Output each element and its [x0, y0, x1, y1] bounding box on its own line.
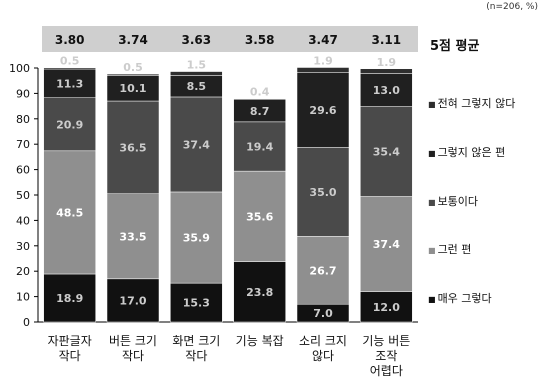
sample-size-note: (n=206, %): [486, 2, 538, 12]
data-label: 35.4: [373, 146, 400, 159]
bar-segment: [106, 75, 160, 102]
bar-segment: [170, 282, 223, 323]
data-label: 35.0: [309, 186, 336, 199]
data-label: 37.4: [183, 138, 210, 151]
bar-segment: [106, 100, 160, 194]
data-label: 36.5: [119, 141, 146, 154]
bar-segment: [170, 96, 223, 193]
data-label: 12.0: [373, 301, 400, 314]
data-label: 29.6: [309, 104, 336, 117]
legend-marker: ■: [428, 246, 436, 255]
data-label: 35.6: [246, 210, 273, 223]
legend-marker: ■: [428, 149, 436, 158]
data-label: 33.5: [119, 230, 146, 243]
legend-item: ■ 보통이다: [428, 193, 478, 209]
bar-segment: [43, 67, 96, 70]
data-label: 26.7: [309, 264, 336, 277]
data-label: 15.3: [183, 297, 210, 310]
y-tick-label: 60: [16, 164, 30, 177]
bar-segment: [233, 170, 286, 262]
legend-label: 그렇지 않은 편: [437, 146, 506, 159]
bar-segment: [106, 73, 160, 76]
data-label: 1.9: [313, 54, 333, 67]
bar-segment: [233, 121, 286, 172]
legend-item: ■ 전혀 그렇지 않다: [428, 95, 515, 111]
data-label: 1.9: [377, 56, 397, 69]
y-tick-label: 40: [16, 214, 30, 227]
bar-segment: [296, 67, 350, 73]
y-tick-label: 100: [9, 62, 30, 75]
bar-segment: [360, 106, 413, 197]
data-label: 37.4: [373, 238, 400, 251]
data-label: 8.7: [250, 105, 270, 118]
data-label: 0.5: [123, 61, 143, 74]
data-label: 20.9: [56, 118, 83, 131]
average-value: 3.63: [182, 33, 212, 47]
legend-label: 그런 편: [437, 243, 472, 256]
y-tick-label: 50: [16, 189, 30, 202]
category-label: 자판글자 작다: [48, 334, 92, 363]
data-label: 19.4: [246, 140, 273, 153]
legend-item: ■ 그런 편: [428, 241, 471, 257]
category-label: 기능 복잡: [236, 334, 284, 348]
category-label: 버튼 크기 작다: [109, 334, 157, 363]
category-label: 화면 크기 작다: [172, 334, 220, 363]
averages-label: 5점 평균: [430, 39, 480, 54]
average-value: 3.11: [372, 33, 402, 47]
bar-segment: [43, 150, 96, 275]
category-label: 기능 버튼 조작 어렵다: [362, 334, 410, 378]
y-tick-label: 80: [16, 113, 30, 126]
data-label: 48.5: [56, 206, 83, 219]
y-tick-label: 0: [23, 316, 30, 329]
data-label: 35.9: [183, 232, 210, 245]
legend-label: 매우 그렇다: [437, 292, 492, 305]
legend-item: ■ 매우 그렇다: [428, 290, 492, 306]
category-label: 소리 크지 않다: [299, 334, 347, 363]
legend-marker: ■: [428, 100, 436, 109]
averages-band: [42, 26, 418, 52]
bar-segment: [360, 291, 413, 323]
y-tick-label: 10: [16, 291, 30, 304]
bar-segment: [43, 68, 96, 98]
bar-segment: [170, 71, 223, 76]
bar-segment: [43, 97, 96, 152]
bar-segment: [360, 196, 413, 292]
y-tick-label: 90: [16, 87, 30, 100]
data-label: 13.0: [373, 84, 400, 97]
legend-marker: ■: [428, 198, 436, 207]
average-value: 3.47: [308, 33, 338, 47]
data-label: 1.5: [187, 59, 207, 72]
bar-segment: [296, 236, 350, 305]
y-tick-label: 70: [16, 138, 30, 151]
data-label: 18.9: [56, 292, 83, 305]
bar-segment: [360, 73, 413, 107]
average-value: 3.58: [245, 33, 275, 47]
data-label: 0.4: [250, 86, 270, 99]
legend-label: 전혀 그렇지 않다: [437, 97, 516, 110]
bar-segment: [296, 72, 350, 148]
bar-segment: [233, 98, 286, 101]
data-label: 23.8: [246, 286, 273, 299]
data-label: 8.5: [187, 80, 207, 93]
bar-segment: [233, 261, 286, 323]
bar-segment: [106, 278, 160, 323]
legend-label: 보통이다: [437, 195, 479, 208]
data-label: 11.3: [56, 77, 83, 90]
legend-item: ■ 그렇지 않은 편: [428, 144, 505, 160]
bar-segment: [360, 68, 413, 74]
data-label: 10.1: [119, 82, 146, 95]
data-label: 17.0: [119, 294, 146, 307]
average-value: 3.80: [55, 33, 85, 47]
bar-segment: [170, 191, 223, 284]
y-tick-label: 30: [16, 240, 30, 253]
data-label: 0.5: [60, 55, 80, 68]
average-value: 3.74: [118, 33, 148, 47]
legend-marker: ■: [428, 295, 436, 304]
y-tick-label: 20: [16, 265, 30, 278]
data-label: 7.0: [313, 307, 333, 320]
bar-segment: [296, 147, 350, 237]
